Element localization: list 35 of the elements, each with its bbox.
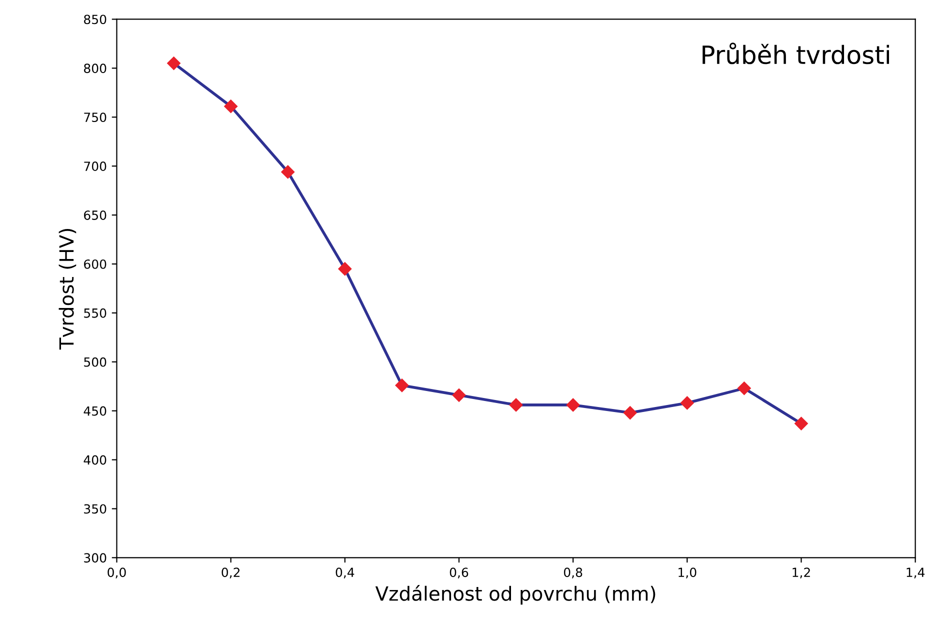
point (452, 388, 466, 402)
text: Průběh tvrdosti (702, 42, 890, 64)
y-tick-label: 500 (84, 357, 106, 367)
y-tick-label: 600 (84, 259, 106, 269)
point (680, 396, 694, 410)
point (623, 406, 638, 420)
y-tick-label: 300 (84, 553, 106, 563)
y-tick-label: 700 (84, 162, 106, 172)
point (224, 99, 238, 114)
y-tick-label: 800 (84, 64, 106, 74)
y-tick-label: 400 (84, 455, 106, 465)
point (737, 381, 752, 396)
point (794, 416, 808, 430)
point (280, 165, 295, 179)
point (395, 378, 409, 392)
x-tick-label: 0,4 (336, 568, 354, 578)
x-tick-label: 0,8 (564, 568, 582, 578)
y-tick-label: 650 (84, 210, 106, 220)
x-tick-label: 1,2 (792, 568, 810, 578)
y-tick-label: 450 (84, 406, 106, 416)
y-tick-label: 750 (84, 112, 106, 122)
x-tick-label: 0,2 (222, 568, 240, 578)
x-tick-label: 1,4 (906, 568, 925, 578)
y-tick-label: 350 (84, 504, 106, 514)
point (566, 398, 580, 412)
point (338, 262, 352, 276)
y-tick-label: 550 (84, 308, 106, 318)
x-tick-label: 0,0 (108, 568, 126, 578)
x-tick-label: 0,6 (450, 568, 468, 578)
y-tick-label: 850 (84, 14, 106, 24)
x-tick-label: 1,0 (678, 568, 696, 578)
point (166, 56, 181, 70)
y-axis-title: Tvrdost (HV) (58, 228, 76, 350)
point (509, 398, 523, 412)
x-axis-title: Vzdálenost od povrchu (mm) (375, 585, 656, 605)
